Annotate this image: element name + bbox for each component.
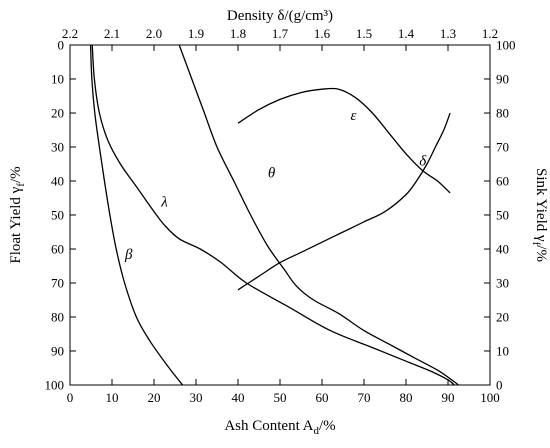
bottom-tick-label-80: 80	[400, 390, 413, 405]
bottom-tick-label-10: 10	[106, 390, 119, 405]
top-tick-label-2.0: 2.0	[146, 26, 162, 41]
bottom-tick-label-50: 50	[274, 390, 287, 405]
curve-label-delta: δ	[419, 154, 427, 170]
right-axis-title: Sink Yield γf/%	[530, 168, 549, 262]
curve-lambda	[91, 44, 455, 386]
top-tick-label-1.7: 1.7	[272, 26, 289, 41]
bottom-tick-label-90: 90	[442, 390, 455, 405]
right-tick-label-20: 20	[496, 310, 509, 325]
right-tick-label-0: 0	[496, 378, 503, 393]
top-tick-label-1.5: 1.5	[356, 26, 372, 41]
top-tick-label-1.2: 1.2	[482, 26, 498, 41]
bottom-tick-label-70: 70	[358, 390, 371, 405]
bottom-tick-label-60: 60	[316, 390, 329, 405]
bottom-axis-title-main: Ash Content A	[224, 418, 313, 434]
curves-group	[89, 44, 459, 386]
plot-frame	[69, 44, 491, 386]
bottom-axis-title-sub: d	[314, 425, 320, 437]
right-tick-label-60: 60	[496, 174, 509, 189]
left-tick-label-30: 30	[51, 140, 64, 155]
left-tick-label-70: 70	[51, 276, 64, 291]
right-tick-label-50: 50	[496, 208, 509, 223]
right-tick-label-70: 70	[496, 140, 509, 155]
bottom-tick-label-20: 20	[148, 390, 161, 405]
right-tick-label-10: 10	[496, 344, 509, 359]
left-axis-title: Float Yield γf/%	[8, 166, 27, 263]
bottom-tick-label-0: 0	[67, 390, 74, 405]
right-axis-title-suffix: /%	[533, 245, 549, 262]
right-axis-ticks: 0 10 20 30 40 50 60 70 80 90 100	[484, 38, 516, 393]
left-tick-label-80: 80	[51, 310, 64, 325]
top-tick-label-1.4: 1.4	[398, 26, 415, 41]
bottom-axis-title-suffix: /%	[319, 418, 336, 434]
left-tick-label-10: 10	[51, 72, 64, 87]
curve-label-epsilon: ε	[351, 108, 357, 124]
left-axis-ticks: 0 10 20 30 40 50 60 70 80 90 100	[45, 38, 76, 393]
curve-beta	[89, 44, 184, 386]
bottom-tick-label-40: 40	[232, 390, 245, 405]
left-tick-label-60: 60	[51, 242, 64, 257]
right-axis-title-sub: f	[530, 242, 542, 246]
curve-theta	[178, 44, 459, 386]
curve-label-lambda: λ	[160, 195, 168, 211]
left-tick-label-100: 100	[45, 378, 65, 393]
right-tick-label-80: 80	[496, 106, 509, 121]
right-tick-label-30: 30	[496, 276, 509, 291]
top-tick-label-1.8: 1.8	[230, 26, 246, 41]
top-tick-label-2.2: 2.2	[62, 26, 78, 41]
left-axis-title-suffix: /%	[8, 166, 24, 183]
left-axis-title-main: Float Yield γ	[8, 186, 24, 263]
left-tick-label-90: 90	[51, 344, 64, 359]
top-tick-label-1.9: 1.9	[188, 26, 204, 41]
right-tick-label-40: 40	[496, 242, 509, 257]
top-tick-label-1.6: 1.6	[314, 26, 331, 41]
right-tick-label-100: 100	[496, 38, 516, 53]
top-tick-label-1.3: 1.3	[440, 26, 456, 41]
top-tick-label-2.1: 2.1	[104, 26, 120, 41]
bottom-axis-ticks: 0 10 20 30 40 50 60 70 80 90 100	[67, 379, 500, 405]
curve-delta	[237, 112, 451, 291]
right-axis-title-main: Sink Yield γ	[533, 168, 549, 242]
curve-label-beta: β	[124, 247, 133, 263]
left-tick-label-40: 40	[51, 174, 64, 189]
right-tick-label-90: 90	[496, 72, 509, 87]
bottom-tick-label-30: 30	[190, 390, 203, 405]
bottom-axis-title: Ash Content Ad/%	[224, 418, 335, 437]
top-axis-title: Density δ/(g/cm³)	[227, 8, 333, 24]
left-tick-label-50: 50	[51, 208, 64, 223]
top-axis-ticks: 2.2 2.1 2.0 1.9 1.8 1.7 1.6 1.5 1.4 1.3 1.2	[62, 26, 498, 51]
left-tick-label-20: 20	[51, 106, 64, 121]
curve-label-theta: θ	[268, 166, 276, 182]
curve-labels-group: β λ θ ε δ	[124, 108, 427, 263]
bottom-tick-label-100: 100	[480, 390, 500, 405]
left-axis-title-sub: f	[15, 183, 27, 187]
left-tick-label-0: 0	[58, 38, 65, 53]
